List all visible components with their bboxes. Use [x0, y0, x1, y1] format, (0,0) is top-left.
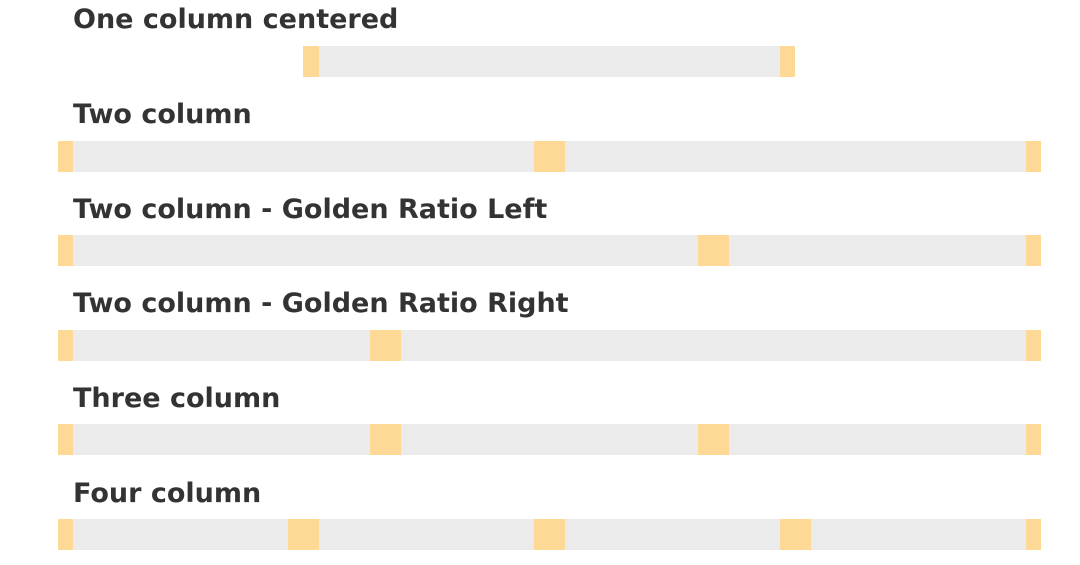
column: [303, 46, 795, 77]
gutter: [58, 519, 73, 550]
gutter: [780, 519, 811, 550]
column: [58, 330, 1041, 361]
gutter: [698, 424, 729, 455]
section-title: Two column: [73, 99, 252, 130]
gutter: [1026, 141, 1041, 172]
gutter: [58, 235, 73, 266]
column: [58, 235, 1041, 266]
gutter: [534, 141, 565, 172]
gutter: [288, 519, 319, 550]
section-title: One column centered: [73, 4, 399, 35]
gutter: [58, 424, 73, 455]
gutter: [780, 46, 795, 77]
gutter: [370, 424, 401, 455]
gutter: [58, 330, 73, 361]
section-title: Four column: [73, 478, 262, 509]
gutter: [303, 46, 319, 77]
gutter: [1026, 424, 1041, 455]
gutter: [1026, 235, 1041, 266]
section-title: Three column: [73, 383, 281, 414]
section-title: Two column - Golden Ratio Right: [73, 288, 569, 319]
section-title: Two column - Golden Ratio Left: [73, 194, 548, 225]
gutter: [1026, 330, 1041, 361]
gutter: [370, 330, 401, 361]
gutter: [698, 235, 729, 266]
gutter: [58, 141, 73, 172]
gutter: [534, 519, 565, 550]
gutter: [1026, 519, 1041, 550]
column: [58, 424, 1041, 455]
